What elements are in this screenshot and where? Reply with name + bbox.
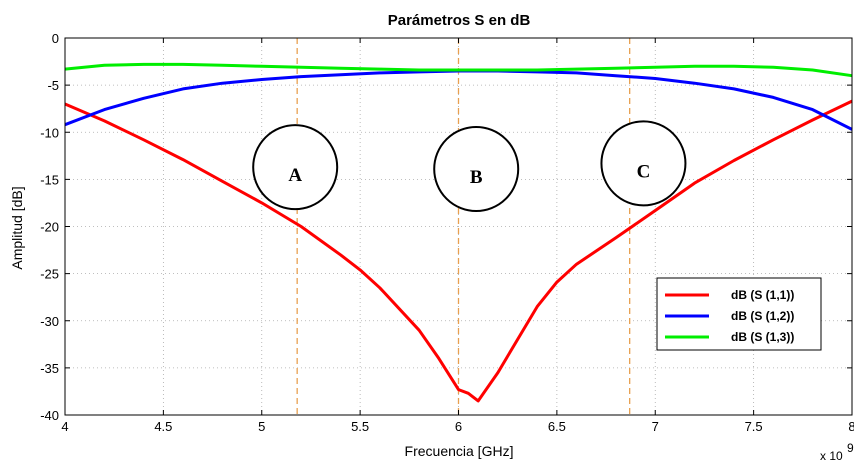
chart-title: Parámetros S en dB xyxy=(388,12,531,29)
series-lines xyxy=(64,62,853,403)
x-tick-label: 8 xyxy=(848,419,854,434)
tick-labels: 4 4.5 5 5.5 6 6.5 7 7.5 8 0 -5 -10 -15 -20 -25 -30 -35 -4… xyxy=(40,31,854,434)
x-tick-label: 7.5 xyxy=(745,419,763,434)
y-tick-label: -15 xyxy=(40,172,59,187)
y-tick-label: -35 xyxy=(40,361,59,376)
region-label-a: A xyxy=(288,165,302,186)
x-tick-label: 5.5 xyxy=(351,419,369,434)
x-tick-label: 6 xyxy=(455,419,462,434)
region-circle-b xyxy=(433,126,520,213)
axes xyxy=(64,37,853,416)
y-tick-label: -20 xyxy=(40,220,59,235)
x-tick-label: 5 xyxy=(258,419,265,434)
y-tick-label: 0 xyxy=(52,31,59,46)
x-multiplier-exponent: 9 xyxy=(847,441,854,455)
region-label-c: C xyxy=(637,161,651,182)
legend-label-2: dB (S (1,2)) xyxy=(731,309,794,323)
vertical-markers xyxy=(296,38,631,415)
x-multiplier: x 10 xyxy=(820,449,843,463)
series-line-3 xyxy=(64,62,853,78)
y-tick-label: -30 xyxy=(40,314,59,329)
grid xyxy=(65,38,852,415)
y-tick-label: -10 xyxy=(40,125,59,140)
region-label-b: B xyxy=(470,167,483,188)
x-tick-label: 4 xyxy=(61,419,68,434)
legend-label-3: dB (S (1,3)) xyxy=(731,330,794,344)
y-tick-label: -5 xyxy=(47,78,59,93)
y-axis-label: Amplitud [dB] xyxy=(9,186,25,269)
x-axis-label: Frecuencia [GHz] xyxy=(405,443,514,459)
legend: dB (S (1,1)) dB (S (1,2)) dB (S (1,3)) xyxy=(656,277,822,351)
y-tick-label: -25 xyxy=(40,267,59,282)
y-tick-label: -40 xyxy=(40,408,59,423)
legend-label-1: dB (S (1,1)) xyxy=(731,288,794,302)
x-tick-label: 6.5 xyxy=(548,419,566,434)
region-circle-a xyxy=(252,124,339,211)
region-circle-c xyxy=(600,120,687,207)
x-tick-label: 7 xyxy=(652,419,659,434)
series-line-1 xyxy=(64,99,853,403)
x-tick-label: 4.5 xyxy=(154,419,172,434)
region-circles: A B C xyxy=(252,120,687,213)
